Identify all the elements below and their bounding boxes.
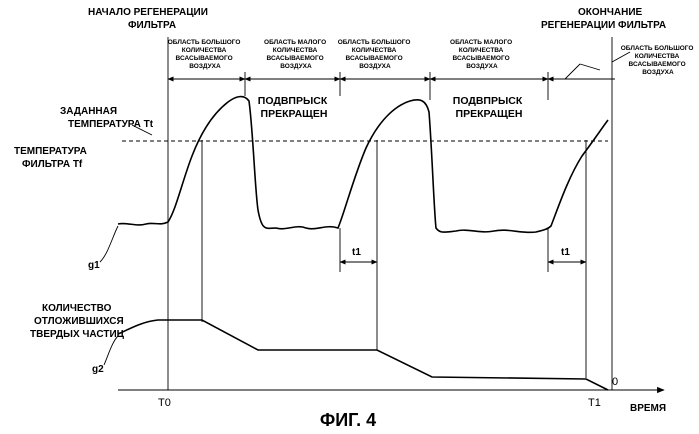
- regen-end-label: ОКОНЧАНИЕ РЕГЕНЕРАЦИИ ФИЛЬТРА: [541, 7, 666, 31]
- injection-stopped-label-2: ПОДВПРЫСК ПРЕКРАЩЕН: [453, 95, 525, 120]
- g1-leader: [100, 226, 118, 262]
- g2-leader: [104, 336, 118, 365]
- region-label-small-2: ОБЛАСТЬ МАЛОГО КОЛИЧЕСТВА ВСАСЫВАЕМОГО В…: [450, 39, 514, 70]
- regen-start-label: НАЧАЛО РЕГЕНЕРАЦИИ ФИЛЬТРА: [88, 7, 211, 31]
- region-label-large-1: ОБЛАСТЬ БОЛЬШОГО КОЛИЧЕСТВА ВСАСЫВАЕМОГО…: [168, 39, 243, 70]
- zero-label: 0: [612, 376, 618, 388]
- region-label-large-3: ОБЛАСТЬ БОЛЬШОГО КОЛИЧЕСТВА ВСАСЫВАЕМОГО…: [621, 45, 696, 76]
- t1-label-2: t1: [561, 247, 570, 258]
- g2-label: g2: [92, 364, 104, 375]
- region-labels: ОБЛАСТЬ БОЛЬШОГО КОЛИЧЕСТВА ВСАСЫВАЕМОГО…: [168, 39, 696, 76]
- region-label-large-2: ОБЛАСТЬ БОЛЬШОГО КОЛИЧЕСТВА ВСАСЫВАЕМОГО…: [338, 39, 413, 70]
- g1-label: g1: [88, 260, 100, 271]
- t0-label: T0: [158, 397, 171, 409]
- region-label-small-1: ОБЛАСТЬ МАЛОГО КОЛИЧЕСТВА ВСАСЫВАЕМОГО В…: [264, 39, 328, 70]
- injection-stopped-label-1: ПОДВПРЫСК ПРЕКРАЩЕН: [258, 95, 330, 120]
- t1-end-label: T1: [588, 397, 601, 409]
- figure-caption: ФИГ. 4: [320, 410, 376, 430]
- target-temp-label: ЗАДАННАЯ ТЕМПЕРАТУРА Tt: [60, 106, 154, 130]
- time-axis-label: ВРЕМЯ: [630, 403, 666, 414]
- g2-particle-curve: [118, 320, 608, 390]
- filter-temp-label: ТЕМПЕРАТУРА ФИЛЬТРА Tf: [14, 146, 90, 170]
- t1-label-1: t1: [352, 247, 361, 258]
- particles-label: КОЛИЧЕСТВО ОТЛОЖИВШИХСЯ ТВЕРДЫХ ЧАСТИЦ: [30, 303, 126, 340]
- g1-temperature-curve: [118, 97, 608, 233]
